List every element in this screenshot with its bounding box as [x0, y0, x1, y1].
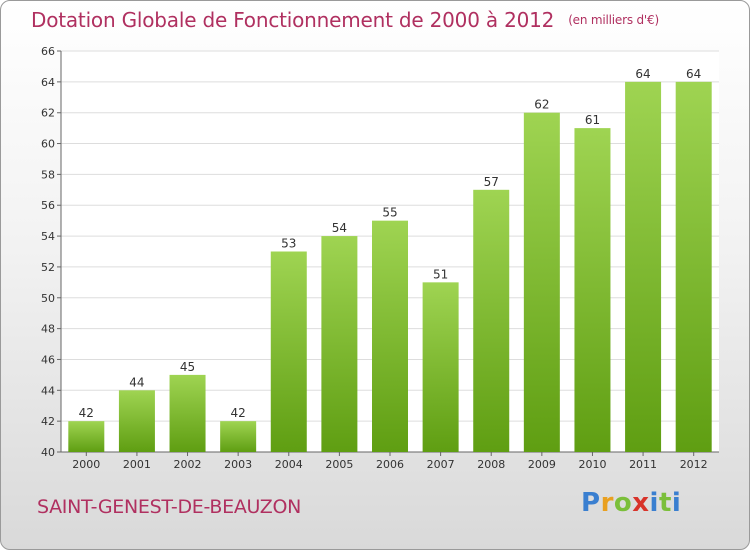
x-tick-label: 2002 [174, 458, 202, 471]
data-label: 64 [635, 67, 650, 81]
chart-unit: (en milliers d'€) [568, 13, 659, 27]
data-label: 51 [433, 267, 448, 281]
bar [270, 251, 307, 452]
bar [220, 421, 257, 452]
data-label: 42 [79, 406, 94, 420]
x-tick-label: 2006 [376, 458, 404, 471]
x-tick-label: 2011 [629, 458, 657, 471]
y-tick-label: 40 [41, 446, 55, 459]
x-tick-label: 2000 [72, 458, 100, 471]
y-tick-label: 46 [41, 353, 55, 366]
y-tick-label: 64 [41, 76, 55, 89]
y-tick-label: 56 [41, 199, 55, 212]
data-label: 53 [281, 237, 296, 251]
x-tick-label: 2003 [224, 458, 252, 471]
bar [372, 220, 408, 452]
y-tick-label: 42 [41, 415, 55, 428]
chart-title: Dotation Globale de Fonctionnement de 20… [31, 8, 659, 32]
x-tick-label: 2009 [528, 458, 556, 471]
x-tick-label: 2007 [427, 458, 455, 471]
data-label: 64 [686, 67, 701, 81]
x-tick-label: 2008 [477, 458, 505, 471]
chart-title-text: Dotation Globale de Fonctionnement de 20… [31, 8, 555, 32]
bar [574, 128, 611, 452]
y-tick-label: 48 [41, 323, 55, 336]
y-tick-label: 54 [41, 230, 55, 243]
y-tick-label: 66 [41, 45, 55, 58]
data-label: 54 [332, 221, 347, 235]
y-tick-label: 60 [41, 138, 55, 151]
x-tick-label: 2010 [578, 458, 606, 471]
bar [675, 81, 712, 452]
x-tick-label: 2004 [275, 458, 303, 471]
data-label: 62 [534, 98, 549, 112]
data-label: 42 [231, 406, 246, 420]
bar [473, 189, 510, 453]
y-tick-label: 52 [41, 261, 55, 274]
y-tick-label: 58 [41, 168, 55, 181]
data-label: 57 [484, 175, 499, 189]
y-tick-label: 50 [41, 292, 55, 305]
bar [625, 81, 662, 452]
data-label: 61 [585, 113, 600, 127]
data-label: 45 [180, 360, 195, 374]
x-tick-label: 2005 [325, 458, 353, 471]
bar [422, 282, 459, 452]
data-label: 55 [382, 206, 397, 220]
proxiti-logo: Proxiti [581, 488, 682, 518]
y-tick-label: 62 [41, 107, 55, 120]
x-tick-label: 2001 [123, 458, 151, 471]
bar [169, 374, 206, 452]
bar [118, 390, 155, 452]
bar [68, 421, 105, 452]
bar [321, 236, 358, 452]
data-label: 44 [129, 375, 144, 389]
commune-name: SAINT-GENEST-DE-BEAUZON [37, 496, 302, 518]
x-tick-label: 2012 [680, 458, 708, 471]
y-tick-label: 44 [41, 384, 55, 397]
bar [523, 112, 560, 452]
